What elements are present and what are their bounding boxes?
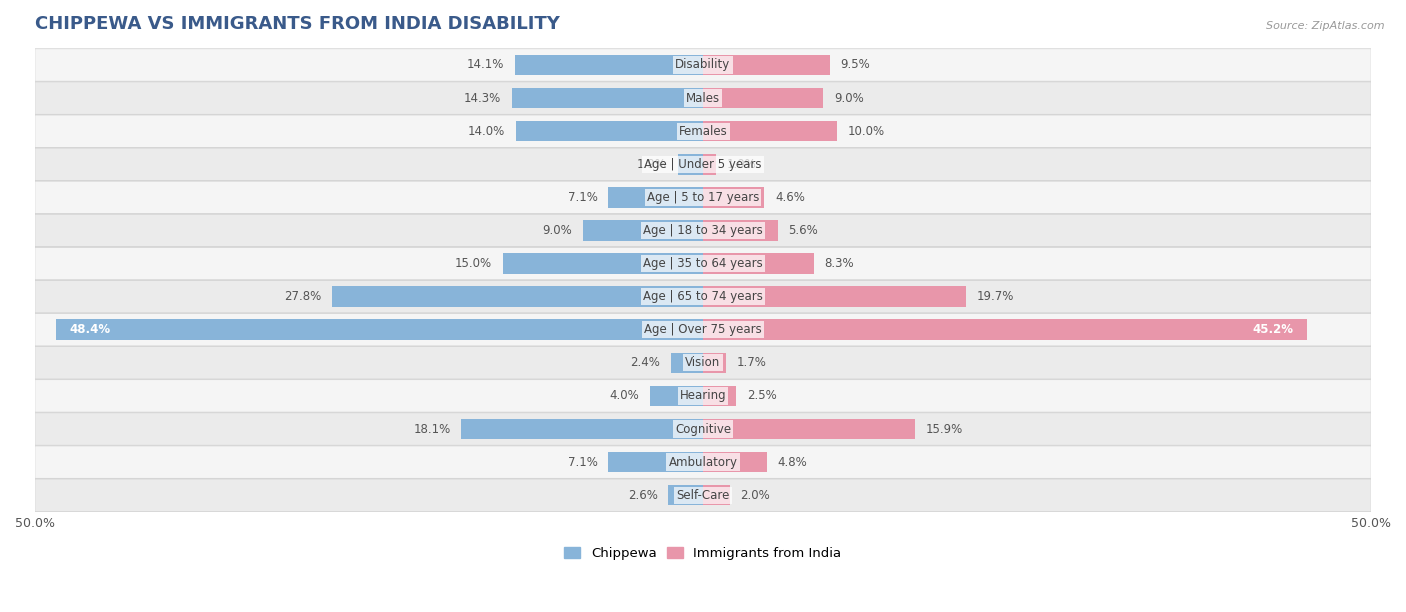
FancyBboxPatch shape <box>35 148 1371 181</box>
Text: Vision: Vision <box>685 356 721 369</box>
Bar <box>56 319 703 340</box>
Bar <box>515 54 703 75</box>
FancyBboxPatch shape <box>35 115 1371 147</box>
Text: 1.7%: 1.7% <box>737 356 766 369</box>
Text: Age | Under 5 years: Age | Under 5 years <box>644 158 762 171</box>
Bar <box>703 187 765 207</box>
Bar <box>703 121 837 141</box>
Text: Cognitive: Cognitive <box>675 422 731 436</box>
FancyBboxPatch shape <box>35 313 1371 346</box>
Bar <box>650 386 703 406</box>
Bar <box>703 319 1306 340</box>
Bar <box>703 485 730 506</box>
Text: Age | 5 to 17 years: Age | 5 to 17 years <box>647 191 759 204</box>
Bar <box>461 419 703 439</box>
Bar <box>703 419 915 439</box>
Text: 7.1%: 7.1% <box>568 191 598 204</box>
Text: 15.0%: 15.0% <box>454 257 492 270</box>
Bar <box>502 253 703 274</box>
Bar <box>703 154 717 174</box>
Text: Self-Care: Self-Care <box>676 489 730 502</box>
Text: 4.0%: 4.0% <box>609 389 638 403</box>
Text: 15.9%: 15.9% <box>927 422 963 436</box>
Bar <box>703 386 737 406</box>
Bar <box>668 485 703 506</box>
FancyBboxPatch shape <box>35 181 1371 214</box>
Text: 14.0%: 14.0% <box>468 125 505 138</box>
Bar <box>703 253 814 274</box>
Bar <box>671 353 703 373</box>
Text: Males: Males <box>686 92 720 105</box>
FancyBboxPatch shape <box>35 247 1371 280</box>
Bar <box>609 187 703 207</box>
Text: Ambulatory: Ambulatory <box>668 455 738 469</box>
Text: 9.5%: 9.5% <box>841 59 870 72</box>
Bar <box>516 121 703 141</box>
Text: Hearing: Hearing <box>679 389 727 403</box>
FancyBboxPatch shape <box>35 214 1371 247</box>
Text: 2.4%: 2.4% <box>630 356 661 369</box>
Text: 2.6%: 2.6% <box>627 489 658 502</box>
FancyBboxPatch shape <box>35 479 1371 512</box>
Text: Age | 18 to 34 years: Age | 18 to 34 years <box>643 224 763 237</box>
Text: 1.9%: 1.9% <box>637 158 666 171</box>
Text: 8.3%: 8.3% <box>824 257 855 270</box>
Text: 14.3%: 14.3% <box>464 92 502 105</box>
Text: Age | 65 to 74 years: Age | 65 to 74 years <box>643 290 763 303</box>
Bar <box>703 54 830 75</box>
Bar <box>332 286 703 307</box>
Legend: Chippewa, Immigrants from India: Chippewa, Immigrants from India <box>560 542 846 565</box>
Text: 2.0%: 2.0% <box>741 489 770 502</box>
FancyBboxPatch shape <box>35 412 1371 445</box>
Text: Disability: Disability <box>675 59 731 72</box>
Text: Females: Females <box>679 125 727 138</box>
Text: 14.1%: 14.1% <box>467 59 503 72</box>
Bar <box>678 154 703 174</box>
Text: 4.6%: 4.6% <box>775 191 806 204</box>
Text: 19.7%: 19.7% <box>977 290 1014 303</box>
Text: 7.1%: 7.1% <box>568 455 598 469</box>
FancyBboxPatch shape <box>35 346 1371 379</box>
Text: 10.0%: 10.0% <box>848 125 884 138</box>
Text: 4.8%: 4.8% <box>778 455 807 469</box>
FancyBboxPatch shape <box>35 280 1371 313</box>
FancyBboxPatch shape <box>35 82 1371 114</box>
FancyBboxPatch shape <box>35 49 1371 81</box>
Bar <box>703 220 778 241</box>
Text: 1.0%: 1.0% <box>727 158 756 171</box>
Bar <box>703 286 966 307</box>
FancyBboxPatch shape <box>35 379 1371 412</box>
Text: 27.8%: 27.8% <box>284 290 321 303</box>
Bar <box>703 452 768 472</box>
Text: 45.2%: 45.2% <box>1253 323 1294 336</box>
Text: 5.6%: 5.6% <box>789 224 818 237</box>
Text: 48.4%: 48.4% <box>70 323 111 336</box>
Bar <box>609 452 703 472</box>
Text: 18.1%: 18.1% <box>413 422 450 436</box>
Text: Age | 35 to 64 years: Age | 35 to 64 years <box>643 257 763 270</box>
Bar <box>582 220 703 241</box>
Bar <box>703 88 824 108</box>
FancyBboxPatch shape <box>35 446 1371 479</box>
Text: 9.0%: 9.0% <box>543 224 572 237</box>
Bar <box>512 88 703 108</box>
Bar <box>703 353 725 373</box>
Text: 9.0%: 9.0% <box>834 92 863 105</box>
Text: CHIPPEWA VS IMMIGRANTS FROM INDIA DISABILITY: CHIPPEWA VS IMMIGRANTS FROM INDIA DISABI… <box>35 15 560 33</box>
Text: Age | Over 75 years: Age | Over 75 years <box>644 323 762 336</box>
Text: Source: ZipAtlas.com: Source: ZipAtlas.com <box>1267 21 1385 31</box>
Text: 2.5%: 2.5% <box>747 389 778 403</box>
